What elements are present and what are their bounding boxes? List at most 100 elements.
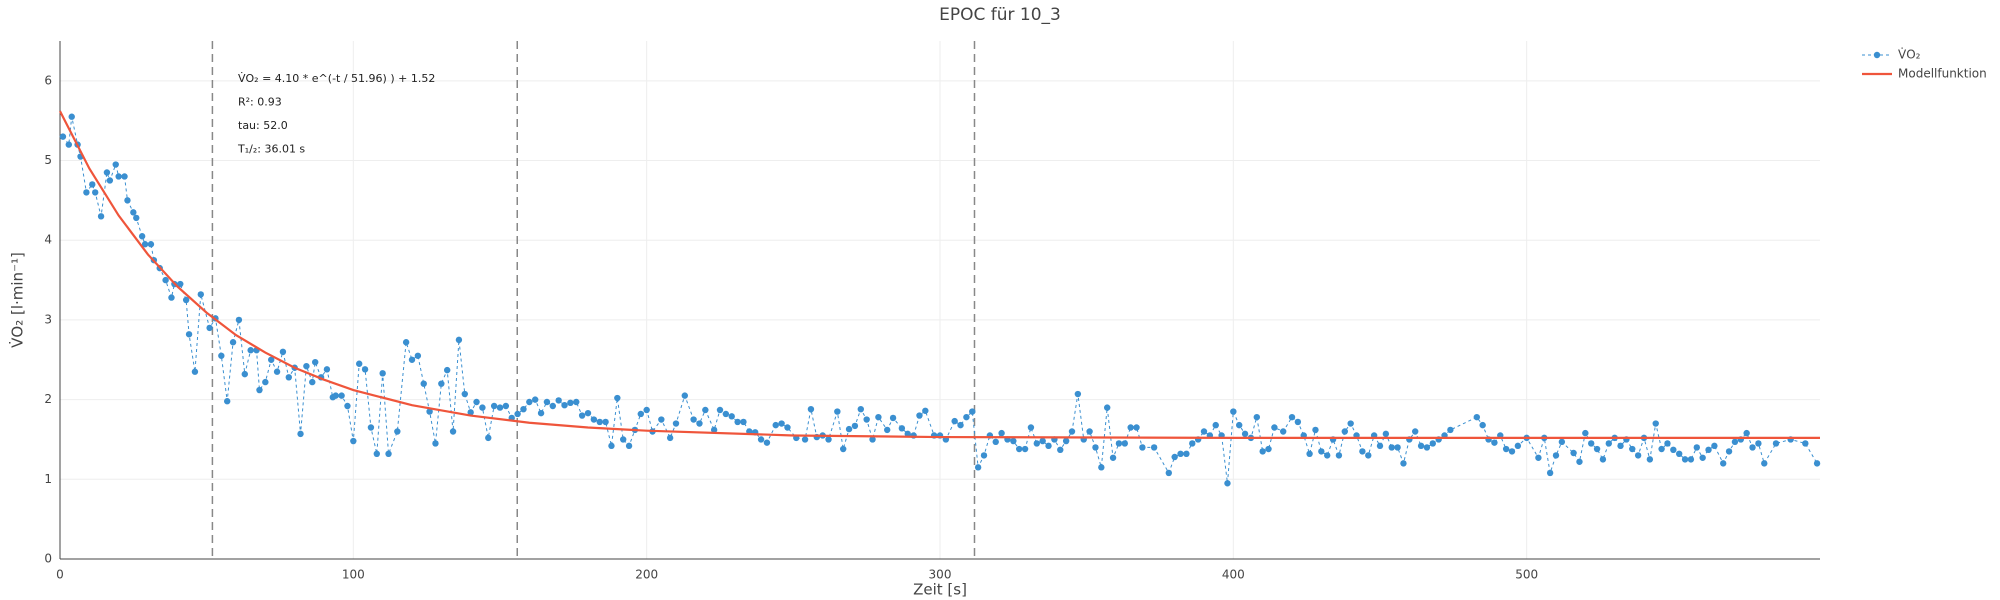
data-point: [1139, 444, 1146, 451]
data-point: [420, 380, 427, 387]
data-point: [268, 356, 275, 363]
y-tick-label: 2: [44, 392, 52, 406]
data-point: [1412, 428, 1419, 435]
data-point: [402, 339, 410, 346]
data-point: [963, 413, 970, 421]
data-point: [1552, 452, 1560, 459]
data-point: [614, 394, 621, 402]
data-point: [1359, 448, 1366, 455]
data-point: [1687, 456, 1695, 463]
y-tick-label: 5: [44, 153, 52, 167]
data-point: [532, 396, 539, 403]
data-point: [408, 356, 416, 363]
data-point: [312, 358, 319, 366]
data-point: [83, 189, 90, 196]
data-point: [1098, 464, 1105, 471]
data-point: [740, 418, 747, 426]
data-point: [485, 434, 492, 442]
chart-title: EPOC für 10_3: [939, 5, 1061, 25]
data-point: [1062, 437, 1070, 445]
data-point: [1241, 430, 1249, 438]
legend-label: V̇O₂: [1898, 47, 1921, 61]
data-point: [1670, 446, 1677, 454]
data-point: [980, 452, 988, 459]
y-tick-label: 0: [44, 552, 52, 566]
data-point: [1177, 450, 1184, 458]
data-point: [1755, 440, 1762, 447]
data-point: [162, 276, 169, 284]
data-point: [1294, 418, 1302, 426]
data-point: [1720, 460, 1727, 467]
y-tick-label: 6: [44, 73, 52, 87]
data-point: [1588, 440, 1595, 447]
data-point: [772, 421, 779, 429]
data-point: [1705, 446, 1712, 454]
data-point: [1365, 452, 1372, 459]
data-point: [951, 417, 958, 425]
data-point: [496, 404, 504, 411]
data-point: [1021, 445, 1029, 453]
data-point: [1447, 426, 1454, 434]
data-point: [784, 424, 791, 431]
data-point: [875, 413, 882, 421]
data-point: [1045, 442, 1052, 450]
series-line: [59, 110, 1820, 439]
y-tick-label: 1: [44, 472, 52, 486]
data-point: [262, 378, 269, 386]
data-point: [1664, 440, 1671, 447]
data-point: [147, 241, 155, 248]
data-point: [1253, 413, 1261, 421]
data-point: [658, 416, 665, 423]
data-point: [197, 291, 204, 298]
data-point: [373, 450, 380, 458]
data-point: [543, 398, 551, 406]
data-point: [1259, 448, 1266, 455]
data-point: [1731, 438, 1739, 446]
data-point: [1189, 440, 1196, 447]
data-point: [1382, 430, 1390, 438]
data-point: [1027, 424, 1035, 431]
data-point: [608, 442, 615, 450]
data-point: [567, 399, 574, 407]
data-point: [1230, 408, 1237, 415]
annotation: T₁/₂: 36.01 s: [237, 143, 305, 156]
data-point: [637, 410, 644, 418]
data-point: [121, 173, 128, 180]
data-point: [1652, 420, 1659, 427]
data-point: [537, 409, 545, 417]
data-point: [124, 197, 131, 204]
data-point: [309, 378, 316, 386]
data-point: [385, 450, 392, 458]
data-point: [578, 412, 586, 419]
data-point: [133, 214, 140, 222]
x-tick-label: 400: [1222, 568, 1245, 582]
data-point: [103, 169, 111, 176]
data-point: [1417, 442, 1425, 450]
data-point: [1127, 424, 1134, 431]
data-point: [869, 436, 876, 443]
data-point: [112, 161, 119, 168]
data-point: [206, 324, 213, 332]
data-point: [620, 436, 627, 443]
data-point: [224, 398, 231, 405]
data-point: [332, 392, 339, 399]
data-point: [1347, 420, 1354, 427]
data-point: [555, 397, 562, 404]
data-point: [1711, 442, 1718, 450]
data-point: [1376, 442, 1384, 450]
data-point: [168, 294, 175, 301]
x-tick-label: 300: [929, 568, 952, 582]
data-point: [1473, 413, 1481, 421]
data-point: [922, 407, 929, 414]
data-point: [323, 366, 331, 373]
data-point: [89, 181, 96, 188]
annotation: R²: 0.93: [238, 96, 282, 109]
data-point: [1514, 442, 1522, 450]
data-point: [904, 430, 911, 438]
data-point: [1699, 454, 1706, 461]
data-point: [696, 420, 703, 427]
data-point: [1535, 454, 1542, 461]
data-point: [68, 113, 75, 120]
data-point: [1593, 445, 1601, 453]
data-point: [1224, 480, 1231, 487]
